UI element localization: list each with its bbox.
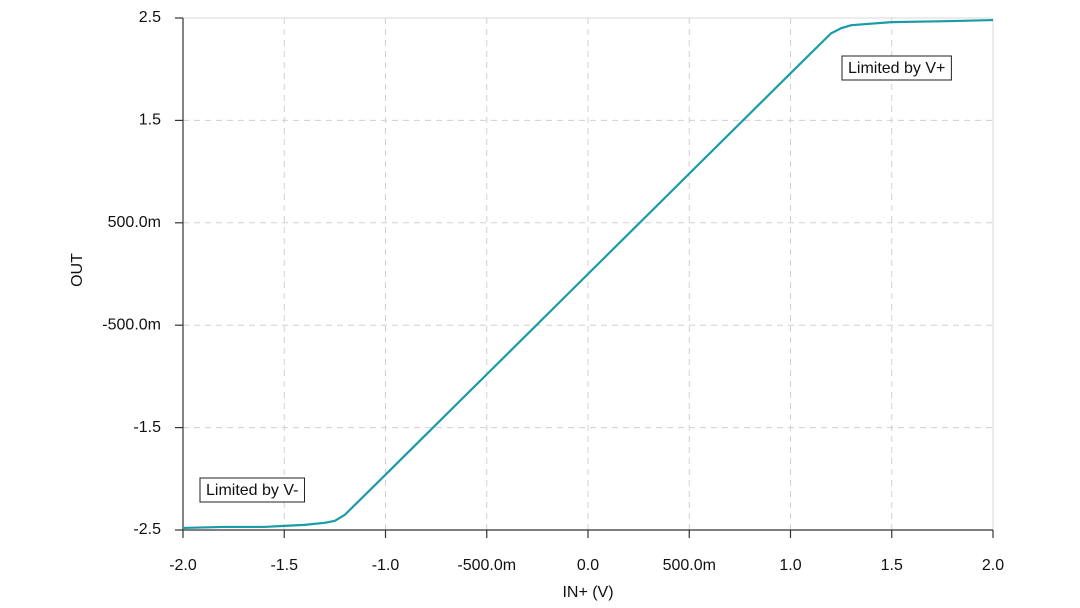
x-tick-label: 0.0 bbox=[577, 557, 599, 574]
annotation: Limited by V- bbox=[199, 477, 305, 503]
x-tick-label: -1.5 bbox=[270, 557, 298, 574]
y-tick-label: 500.0m bbox=[108, 214, 161, 231]
y-tick-label: 1.5 bbox=[139, 112, 161, 129]
x-tick-label: 500.0m bbox=[663, 557, 716, 574]
y-tick-label: -1.5 bbox=[133, 419, 161, 436]
data-line bbox=[182, 18, 994, 530]
x-tick-label: 2.0 bbox=[982, 557, 1004, 574]
annotation-text: Limited by V- bbox=[206, 482, 298, 499]
annotation-box bbox=[199, 477, 305, 503]
y-tick-label: 2.5 bbox=[139, 9, 161, 26]
y-tick-label: -500.0m bbox=[102, 316, 161, 333]
x-tick-label: -2.0 bbox=[169, 557, 197, 574]
annotation: Limited by V+ bbox=[841, 55, 952, 81]
x-axis-label: IN+ (V) bbox=[562, 584, 613, 601]
x-tick-label: 1.5 bbox=[881, 557, 903, 574]
x-tick-label: 1.0 bbox=[779, 557, 801, 574]
y-tick-label: -2.5 bbox=[133, 521, 161, 538]
annotation-box bbox=[841, 55, 952, 81]
x-tick-label: -1.0 bbox=[372, 557, 400, 574]
annotation-text: Limited by V+ bbox=[848, 60, 945, 77]
x-tick-label: -500.0m bbox=[457, 557, 516, 574]
y-axis-label: OUT bbox=[69, 253, 86, 287]
